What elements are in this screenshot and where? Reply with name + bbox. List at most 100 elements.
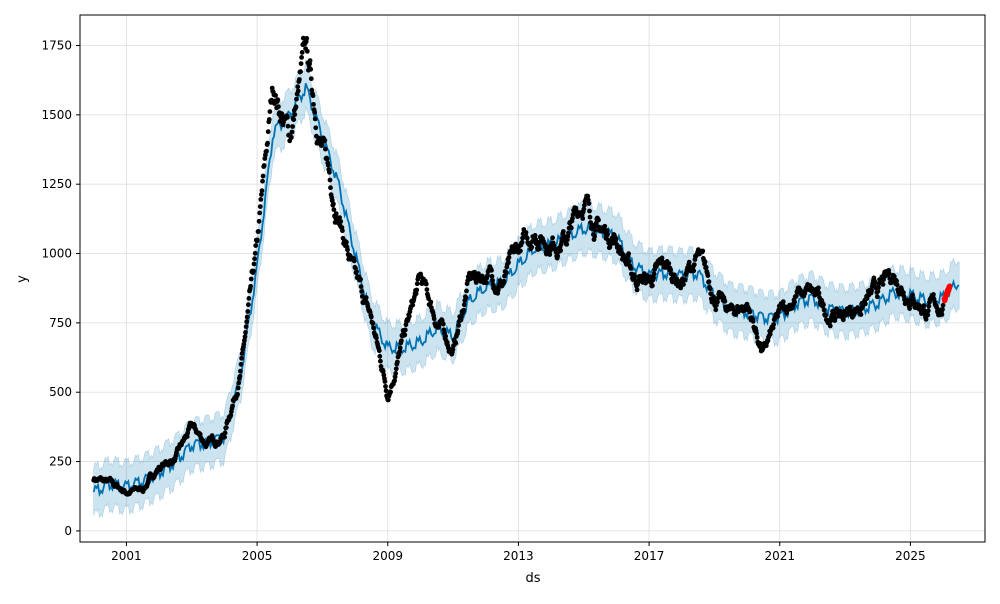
observed-point bbox=[461, 307, 467, 313]
observed-point bbox=[368, 314, 374, 320]
observed-point bbox=[823, 312, 829, 318]
observed-point bbox=[344, 239, 349, 245]
observed-point bbox=[414, 281, 420, 287]
observed-point bbox=[383, 384, 388, 389]
observed-point bbox=[392, 378, 397, 384]
observed-point bbox=[410, 302, 416, 308]
observed-point bbox=[290, 124, 295, 129]
observed-point bbox=[289, 129, 295, 135]
observed-point bbox=[651, 275, 656, 280]
y-axis-ticks: 0 250 500 750 1000 1250 1500 1750 bbox=[41, 39, 80, 538]
observed-point bbox=[651, 271, 657, 277]
observed-point bbox=[402, 327, 408, 333]
observed-point bbox=[519, 239, 525, 245]
observed-point bbox=[245, 309, 251, 314]
observed-point bbox=[259, 192, 264, 197]
observed-point bbox=[295, 88, 301, 94]
observed-point bbox=[237, 374, 243, 379]
observed-point bbox=[550, 235, 555, 241]
observed-point bbox=[265, 140, 270, 146]
observed-point bbox=[423, 281, 429, 287]
observed-point bbox=[228, 412, 234, 418]
observed-point bbox=[681, 282, 686, 287]
observed-point bbox=[536, 246, 542, 252]
observed-point bbox=[659, 255, 665, 261]
observed-point bbox=[489, 267, 494, 273]
observed-point bbox=[585, 193, 591, 199]
observed-point bbox=[297, 77, 302, 82]
y-tick-label: 1000 bbox=[41, 247, 72, 261]
observed-point bbox=[428, 299, 434, 305]
observed-point bbox=[251, 261, 257, 267]
observed-point bbox=[580, 216, 586, 221]
observed-point bbox=[238, 368, 243, 374]
observed-point bbox=[894, 278, 899, 284]
observed-point bbox=[754, 335, 760, 340]
observed-point bbox=[378, 358, 383, 364]
observed-point bbox=[587, 208, 592, 214]
observed-point bbox=[354, 269, 359, 274]
observed-point bbox=[547, 252, 553, 257]
observed-point bbox=[285, 114, 290, 120]
observed-point bbox=[402, 332, 408, 338]
observed-point bbox=[757, 341, 763, 346]
observed-point bbox=[463, 295, 469, 301]
observed-point bbox=[484, 280, 489, 286]
observed-point bbox=[235, 385, 241, 391]
observed-point bbox=[792, 299, 797, 305]
observed-point bbox=[628, 266, 634, 271]
plot-frame bbox=[79, 14, 986, 543]
observed-point bbox=[323, 146, 328, 152]
observed-point bbox=[328, 185, 333, 191]
observed-point bbox=[257, 210, 263, 216]
observed-point bbox=[322, 138, 328, 143]
observed-point bbox=[255, 237, 260, 243]
x-axis-ticks: 2001 2005 2009 2013 2017 2021 2025 bbox=[111, 542, 926, 563]
observed-point bbox=[501, 278, 507, 284]
observed-point bbox=[596, 217, 601, 223]
observed-point bbox=[453, 340, 459, 346]
observed-point bbox=[891, 274, 897, 279]
x-tick-label: 2025 bbox=[895, 549, 926, 563]
observed-point bbox=[632, 274, 638, 279]
observed-point bbox=[626, 251, 631, 257]
observed-point bbox=[533, 237, 539, 243]
observed-point bbox=[931, 292, 936, 297]
observed-point bbox=[397, 349, 403, 355]
observed-point bbox=[711, 294, 716, 300]
observed-point bbox=[703, 265, 709, 270]
observed-point bbox=[276, 104, 281, 110]
observed-point bbox=[246, 296, 252, 301]
observed-point bbox=[239, 355, 245, 361]
observed-point bbox=[307, 58, 313, 63]
observed-point bbox=[568, 225, 574, 231]
observed-point bbox=[925, 312, 931, 318]
observed-point bbox=[585, 197, 591, 203]
observed-point bbox=[298, 69, 303, 74]
observed-point bbox=[450, 347, 456, 352]
observed-point bbox=[821, 307, 827, 313]
observed-point bbox=[235, 391, 241, 397]
observed-point bbox=[707, 286, 713, 292]
observed-point bbox=[243, 330, 248, 335]
observed-point bbox=[634, 287, 640, 293]
observed-point bbox=[874, 294, 880, 300]
x-tick-label: 2017 bbox=[634, 549, 665, 563]
x-tick-label: 2001 bbox=[111, 549, 142, 563]
observed-point bbox=[273, 93, 278, 98]
observed-point bbox=[370, 320, 376, 326]
observed-point bbox=[518, 248, 523, 254]
y-tick-label: 1500 bbox=[41, 108, 72, 122]
observed-point bbox=[304, 48, 310, 54]
observed-point bbox=[901, 290, 906, 295]
observed-point bbox=[626, 258, 632, 264]
observed-point bbox=[266, 117, 272, 122]
observed-point bbox=[246, 302, 251, 308]
observed-point bbox=[294, 96, 299, 102]
observed-point bbox=[308, 66, 314, 72]
observed-point bbox=[586, 201, 592, 206]
observed-point bbox=[230, 403, 235, 409]
